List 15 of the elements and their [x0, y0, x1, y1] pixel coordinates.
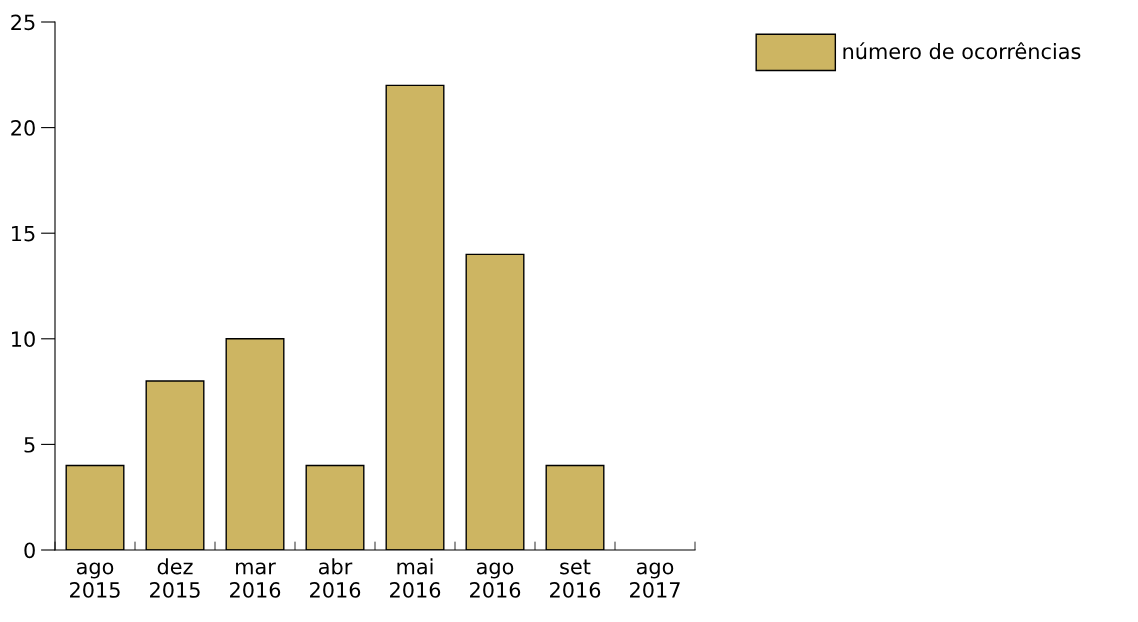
- x-tick-label: mar 2016: [230, 562, 281, 598]
- x-tick-label: ago 2015: [70, 562, 120, 598]
- y-tick-label: 0: [24, 542, 35, 559]
- x-tick-label: ago 2017: [630, 562, 680, 598]
- x-tick-label: ago 2016: [470, 562, 521, 598]
- x-tick-label: mai 2016: [390, 558, 441, 598]
- x-tick-label: set 2016: [550, 559, 601, 598]
- legend-label: número de ocorrências: [843, 42, 1081, 60]
- y-tick-label: 25: [11, 14, 35, 31]
- y-tick-label: 10: [12, 331, 35, 348]
- y-tick-label: 20: [11, 120, 35, 136]
- x-tick-label: dez 2015: [150, 558, 200, 598]
- y-tick-label: 15: [12, 225, 35, 242]
- x-tick-label: abr 2016: [310, 558, 361, 598]
- y-tick-label: 5: [24, 437, 35, 453]
